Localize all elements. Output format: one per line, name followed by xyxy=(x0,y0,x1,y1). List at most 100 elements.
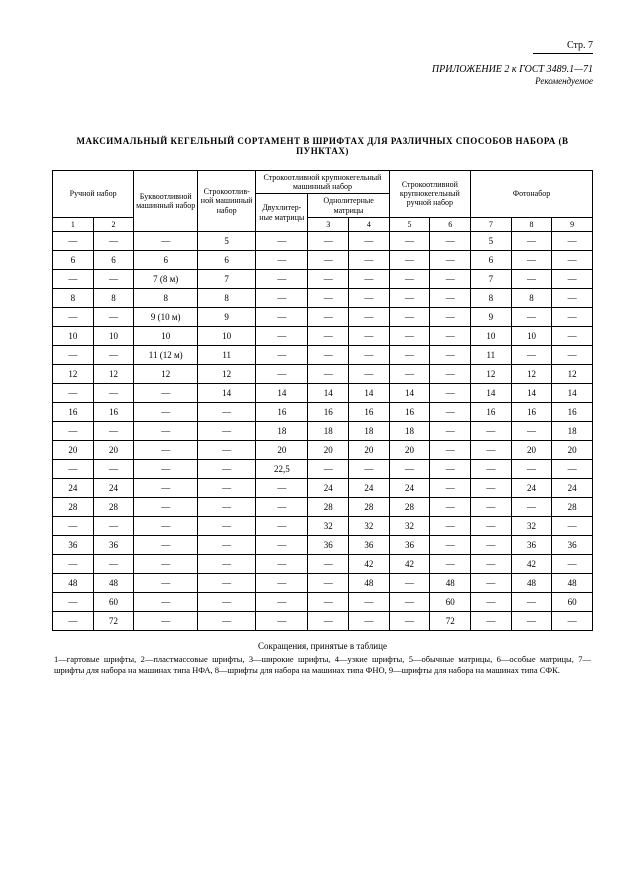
table-cell: — xyxy=(308,250,349,269)
table-cell: 32 xyxy=(308,516,349,535)
table-cell: — xyxy=(256,307,308,326)
table-cell: 6 xyxy=(93,250,134,269)
table-cell: — xyxy=(256,231,308,250)
table-row: ————18181818———18 xyxy=(53,421,593,440)
col-3: 3 xyxy=(308,217,349,231)
table-cell: 11 xyxy=(198,345,256,364)
table-cell: 32 xyxy=(389,516,430,535)
table-row: ————22,5——————— xyxy=(53,459,593,478)
table-cell: 14 xyxy=(198,383,256,402)
table-row: ———1414141414—141414 xyxy=(53,383,593,402)
table-cell: — xyxy=(430,364,471,383)
table-cell: — xyxy=(349,250,390,269)
table-cell: 36 xyxy=(349,535,390,554)
table-cell: 42 xyxy=(511,554,552,573)
table-cell: — xyxy=(430,402,471,421)
table-cell: — xyxy=(198,592,256,611)
table-cell: 16 xyxy=(389,402,430,421)
table-cell: 18 xyxy=(349,421,390,440)
table-cell: — xyxy=(256,516,308,535)
table-cell: 12 xyxy=(93,364,134,383)
table-cell: 60 xyxy=(93,592,134,611)
table-cell: 20 xyxy=(511,440,552,459)
table-cell: 8 xyxy=(93,288,134,307)
table-cell: 14 xyxy=(308,383,349,402)
table-cell: — xyxy=(552,554,593,573)
table-cell: — xyxy=(389,250,430,269)
table-cell: — xyxy=(471,516,512,535)
table-cell: — xyxy=(198,516,256,535)
table-cell: 6 xyxy=(471,250,512,269)
table-cell: 12 xyxy=(511,364,552,383)
table-cell: — xyxy=(552,231,593,250)
table-cell: 72 xyxy=(93,611,134,630)
table-cell: 10 xyxy=(93,326,134,345)
table-cell: 5 xyxy=(198,231,256,250)
table-cell: 12 xyxy=(134,364,198,383)
table-cell: — xyxy=(134,535,198,554)
table-cell: 28 xyxy=(93,497,134,516)
table-cell: — xyxy=(430,535,471,554)
table-cell: — xyxy=(349,231,390,250)
header-group-2: Строкоотливной крупнокегельный машинный … xyxy=(256,171,390,194)
table-cell: — xyxy=(256,345,308,364)
table-cell: — xyxy=(256,554,308,573)
table-cell: 32 xyxy=(349,516,390,535)
table-cell: — xyxy=(389,326,430,345)
table-cell: 16 xyxy=(256,402,308,421)
table-cell: — xyxy=(349,592,390,611)
table-cell: 72 xyxy=(430,611,471,630)
table-cell: — xyxy=(349,307,390,326)
table-cell: — xyxy=(552,611,593,630)
table-cell: — xyxy=(471,554,512,573)
table-cell: — xyxy=(198,459,256,478)
table-cell: — xyxy=(93,516,134,535)
table-cell: — xyxy=(389,459,430,478)
table-cell: — xyxy=(308,592,349,611)
table-cell: 16 xyxy=(471,402,512,421)
table-cell: 48 xyxy=(430,573,471,592)
table-row: ——9 (10 м)9—————9—— xyxy=(53,307,593,326)
table-cell: 16 xyxy=(53,402,94,421)
table-cell: — xyxy=(53,516,94,535)
table-cell: 12 xyxy=(552,364,593,383)
table-cell: — xyxy=(53,383,94,402)
table-cell: 9 xyxy=(198,307,256,326)
table-cell: — xyxy=(134,497,198,516)
table-cell: 16 xyxy=(93,402,134,421)
table-cell: — xyxy=(93,269,134,288)
table-cell: 36 xyxy=(308,535,349,554)
table-cell: — xyxy=(198,573,256,592)
table-cell: — xyxy=(511,459,552,478)
table-cell: — xyxy=(256,250,308,269)
table-cell: — xyxy=(134,402,198,421)
table-cell: 11 (12 м) xyxy=(134,345,198,364)
table-cell: — xyxy=(430,288,471,307)
table-cell: — xyxy=(430,307,471,326)
col-7: 7 xyxy=(471,217,512,231)
table-cell: 16 xyxy=(552,402,593,421)
table-cell: 11 xyxy=(471,345,512,364)
table-cell: — xyxy=(471,459,512,478)
table-cell: — xyxy=(349,345,390,364)
header-group-2a: Двухлитер­ные матрицы xyxy=(256,194,308,232)
table-cell: — xyxy=(93,383,134,402)
table-cell: — xyxy=(308,288,349,307)
appendix-line: ПРИЛОЖЕНИЕ 2 к ГОСТ 3489.1—71 xyxy=(52,64,593,75)
table-cell: 48 xyxy=(349,573,390,592)
table-cell: 10 xyxy=(134,326,198,345)
table-cell: — xyxy=(389,345,430,364)
table-cell: — xyxy=(349,364,390,383)
table-cell: — xyxy=(511,592,552,611)
table-cell: — xyxy=(53,269,94,288)
table-cell: — xyxy=(308,554,349,573)
table-cell: — xyxy=(198,535,256,554)
table-cell: — xyxy=(349,326,390,345)
table-cell: 14 xyxy=(256,383,308,402)
table-cell: 16 xyxy=(511,402,552,421)
table-cell: 20 xyxy=(552,440,593,459)
table-row: 1616——16161616—161616 xyxy=(53,402,593,421)
table-cell: — xyxy=(552,250,593,269)
table-cell: — xyxy=(198,611,256,630)
table-row: 3636———363636——3636 xyxy=(53,535,593,554)
